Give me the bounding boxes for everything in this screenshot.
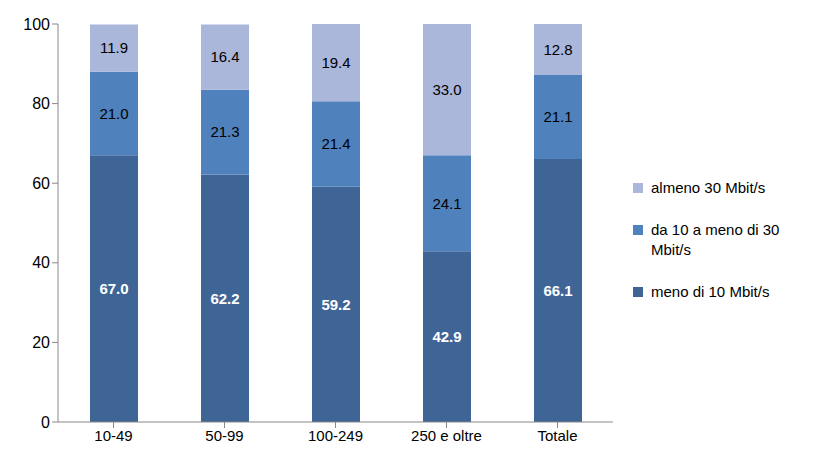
svg-text:67.0: 67.0 [99, 280, 128, 297]
svg-text:42.9: 42.9 [432, 328, 461, 345]
svg-text:59.2: 59.2 [321, 296, 350, 313]
svg-text:0: 0 [41, 414, 50, 431]
svg-text:10-49: 10-49 [94, 427, 132, 444]
svg-text:21.1: 21.1 [543, 108, 572, 125]
svg-text:21.0: 21.0 [99, 105, 128, 122]
html-text:meno di 10 Mbit/s: meno di 10 Mbit/s [651, 283, 770, 300]
svg-text:11.9: 11.9 [100, 39, 128, 56]
svg-text:80: 80 [32, 95, 50, 112]
svg-text:40: 40 [32, 254, 50, 271]
svg-text:60: 60 [32, 175, 50, 192]
svg-text:62.2: 62.2 [210, 290, 239, 307]
svg-text:33.0: 33.0 [432, 81, 461, 98]
svg-text:Totale: Totale [537, 427, 577, 444]
svg-text:19.4: 19.4 [321, 54, 350, 71]
svg-text:100: 100 [23, 16, 50, 33]
svg-text:50-99: 50-99 [205, 427, 243, 444]
svg-text:20: 20 [32, 334, 50, 351]
html-text:da 10 a meno di 30 Mbit/s: da 10 a meno di 30 Mbit/s [651, 221, 780, 258]
svg-text:16.4: 16.4 [210, 48, 239, 65]
svg-text:250 e oltre: 250 e oltre [411, 427, 482, 444]
svg-text:24.1: 24.1 [432, 195, 461, 212]
svg-text:100-249: 100-249 [308, 427, 363, 444]
svg-text:66.1: 66.1 [543, 282, 572, 299]
svg-text:12.8: 12.8 [543, 41, 572, 58]
svg-text:21.4: 21.4 [321, 135, 350, 152]
html-text:almeno 30 Mbit/s: almeno 30 Mbit/s [651, 179, 766, 196]
svg-text:21.3: 21.3 [210, 123, 239, 140]
